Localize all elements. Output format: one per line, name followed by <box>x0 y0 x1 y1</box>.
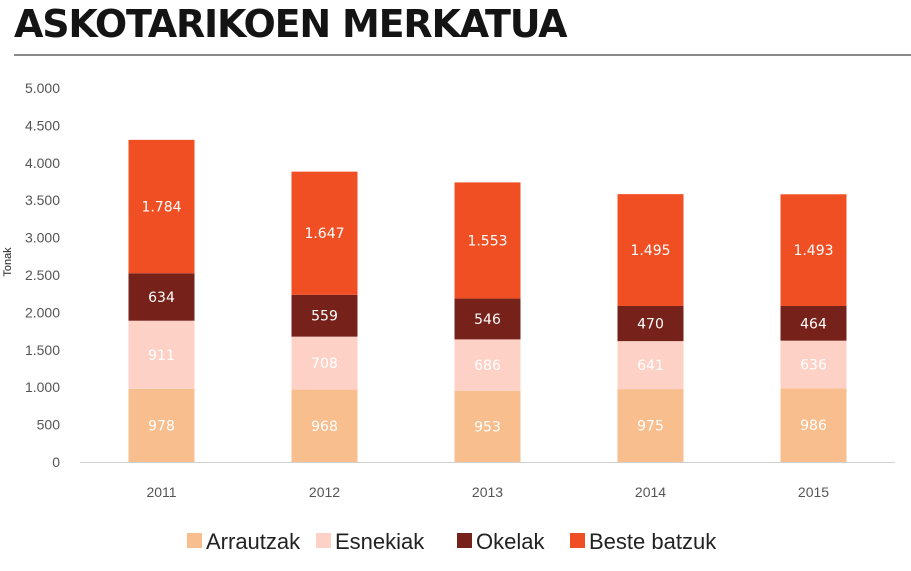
bar-segment-beste-batzuk <box>291 171 358 295</box>
data-label: 978 <box>148 418 175 434</box>
data-label: 1.553 <box>467 233 507 249</box>
legend-item-okelak: Okelak <box>457 529 545 554</box>
bar-segment-arrautzak <box>617 389 684 462</box>
legend-swatch <box>457 533 472 548</box>
y-tick-label: 4.000 <box>25 155 60 171</box>
bar-segment-okelak <box>454 298 521 340</box>
bar-segment-arrautzak <box>454 390 521 462</box>
x-tick-label: 2013 <box>472 484 503 500</box>
y-axis: 0 500 1.000 1.500 2.000 2.500 3.000 3.500 4.000 4… <box>25 80 60 470</box>
bar-segment-esnekiak <box>454 339 521 391</box>
data-label: 708 <box>311 356 338 372</box>
bar-stack-2012: 968 708 559 1.647 <box>291 171 358 462</box>
legend: Arrautzak Esnekiak Okelak Beste batzuk <box>187 529 717 554</box>
x-tick-label: 2011 <box>146 484 176 500</box>
legend-item-beste-batzuk: Beste batzuk <box>570 529 717 554</box>
bars: 978 911 634 1.784 968 708 559 1.647 953 686 546 1.5… <box>128 139 847 462</box>
data-label: 1.493 <box>793 243 833 259</box>
x-tick-label: 2012 <box>309 484 340 500</box>
y-tick-label: 3.500 <box>25 192 60 208</box>
chart-title: ASKOTARIKOEN MERKATUA <box>14 2 568 46</box>
y-tick-label: 3.000 <box>25 230 60 246</box>
y-axis-label: Tonak <box>2 247 14 277</box>
data-label: 636 <box>800 357 827 373</box>
legend-item-esnekiak: Esnekiak <box>316 529 425 554</box>
bar-segment-beste-batzuk <box>780 194 847 306</box>
data-label: 1.495 <box>630 243 670 259</box>
data-label: 911 <box>148 348 175 364</box>
data-label: 986 <box>800 418 827 434</box>
y-tick-label: 1.500 <box>25 342 60 358</box>
legend-swatch <box>316 533 331 548</box>
y-tick-label: 2.000 <box>25 304 60 320</box>
legend-item-arrautzak: Arrautzak <box>187 529 301 554</box>
bar-segment-esnekiak <box>291 336 358 390</box>
bar-segment-okelak <box>617 305 684 342</box>
y-tick-label: 5.000 <box>25 80 60 96</box>
y-tick-label: 2.500 <box>25 267 60 283</box>
legend-swatch <box>187 533 202 548</box>
bar-segment-beste-batzuk <box>454 182 521 299</box>
bar-segment-arrautzak <box>128 388 195 462</box>
legend-label: Esnekiak <box>335 529 425 554</box>
data-label: 546 <box>474 312 501 328</box>
y-tick-label: 500 <box>37 417 61 433</box>
data-label: 464 <box>800 316 827 332</box>
bar-segment-okelak <box>128 273 195 321</box>
y-tick-label: 1.000 <box>25 379 60 395</box>
title-divider <box>14 54 911 56</box>
bar-stack-2013: 953 686 546 1.553 <box>454 182 521 462</box>
data-label: 634 <box>148 290 175 306</box>
bar-segment-beste-batzuk <box>128 139 195 274</box>
bar-segment-esnekiak <box>128 320 195 389</box>
legend-label: Beste batzuk <box>589 529 717 554</box>
data-label: 559 <box>311 309 338 325</box>
data-label: 1.647 <box>304 226 344 242</box>
bar-segment-okelak <box>780 305 847 341</box>
bar-segment-okelak <box>291 294 358 337</box>
bar-segment-arrautzak <box>291 389 358 462</box>
data-label: 1.784 <box>141 200 181 216</box>
y-tick-label: 4.500 <box>25 117 60 133</box>
data-label: 953 <box>474 419 501 435</box>
legend-label: Arrautzak <box>206 529 301 554</box>
legend-swatch <box>570 533 585 548</box>
x-tick-label: 2015 <box>798 484 829 500</box>
bar-stack-2014: 975 641 470 1.495 <box>617 194 684 462</box>
bar-stack-2015: 986 636 464 1.493 <box>780 194 847 462</box>
bar-segment-beste-batzuk <box>617 194 684 306</box>
data-label: 470 <box>637 317 664 333</box>
x-tick-label: 2014 <box>635 484 666 500</box>
data-label: 968 <box>311 419 338 435</box>
data-label: 641 <box>637 358 664 374</box>
y-tick-label: 0 <box>52 454 60 470</box>
data-label: 686 <box>474 358 501 374</box>
bar-stack-2011: 978 911 634 1.784 <box>128 139 195 462</box>
bar-segment-arrautzak <box>780 388 847 462</box>
legend-label: Okelak <box>476 529 545 554</box>
data-label: 975 <box>637 419 664 435</box>
bar-segment-esnekiak <box>780 340 847 389</box>
x-axis: 2011 2012 2013 2014 2015 <box>146 484 829 500</box>
bar-segment-esnekiak <box>617 341 684 390</box>
